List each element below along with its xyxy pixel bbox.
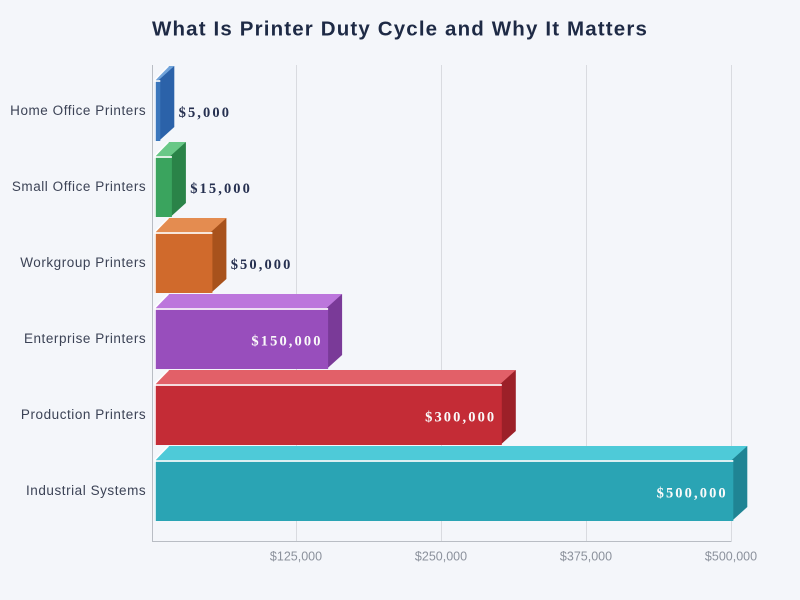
svg-text:Workgroup Printers: Workgroup Printers bbox=[20, 255, 146, 270]
svg-text:$50,000: $50,000 bbox=[231, 257, 293, 273]
svg-text:Enterprise Printers: Enterprise Printers bbox=[24, 331, 146, 346]
svg-text:$15,000: $15,000 bbox=[190, 181, 252, 197]
svg-text:Industrial Systems: Industrial Systems bbox=[26, 483, 146, 498]
svg-text:Small Office Printers: Small Office Printers bbox=[12, 179, 146, 194]
svg-text:$150,000: $150,000 bbox=[251, 334, 322, 350]
svg-text:Home Office Printers: Home Office Printers bbox=[10, 103, 146, 118]
svg-text:Production Printers: Production Printers bbox=[21, 407, 146, 422]
svg-text:$500,000: $500,000 bbox=[705, 550, 757, 564]
svg-text:$125,000: $125,000 bbox=[270, 550, 322, 564]
svg-text:$250,000: $250,000 bbox=[415, 550, 467, 564]
svg-text:What Is Printer Duty Cycle and: What Is Printer Duty Cycle and Why It Ma… bbox=[152, 18, 648, 41]
svg-text:$500,000: $500,000 bbox=[657, 486, 728, 502]
svg-text:$375,000: $375,000 bbox=[560, 550, 612, 564]
svg-text:$5,000: $5,000 bbox=[179, 105, 231, 121]
svg-text:$300,000: $300,000 bbox=[425, 410, 496, 426]
